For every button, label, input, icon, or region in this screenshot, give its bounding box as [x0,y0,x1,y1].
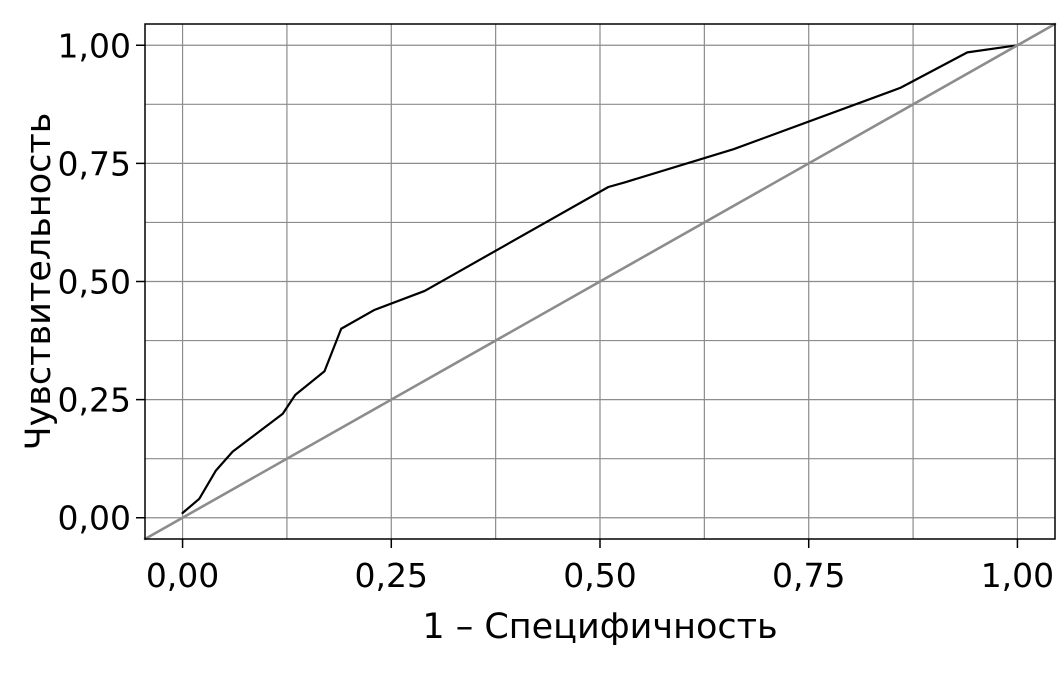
series-layer [143,22,1057,541]
x-tick-label: 0,75 [772,556,845,595]
y-tick-label: 0,00 [58,499,131,538]
x-tick-label: 0,50 [563,556,636,595]
ticks: 0,00 0,25 0,50 0,75 1,00 0,00 0,25 0,50 0,75 1,00 [58,26,1055,595]
y-tick-label: 0,50 [58,263,131,302]
x-tick-label: 0,25 [355,556,428,595]
roc-curve-line [181,44,1019,515]
x-axis-title: 1 – Специфичность [422,607,777,647]
x-tick-label: 1,00 [981,556,1054,595]
reference-diagonal-line [143,22,1057,541]
x-tick-label: 0,00 [146,556,219,595]
y-tick-label: 1,00 [58,26,131,65]
y-tick-label: 0,25 [58,381,131,420]
y-axis-title: Чувствительность [19,113,59,451]
y-tick-label: 0,75 [58,144,131,183]
